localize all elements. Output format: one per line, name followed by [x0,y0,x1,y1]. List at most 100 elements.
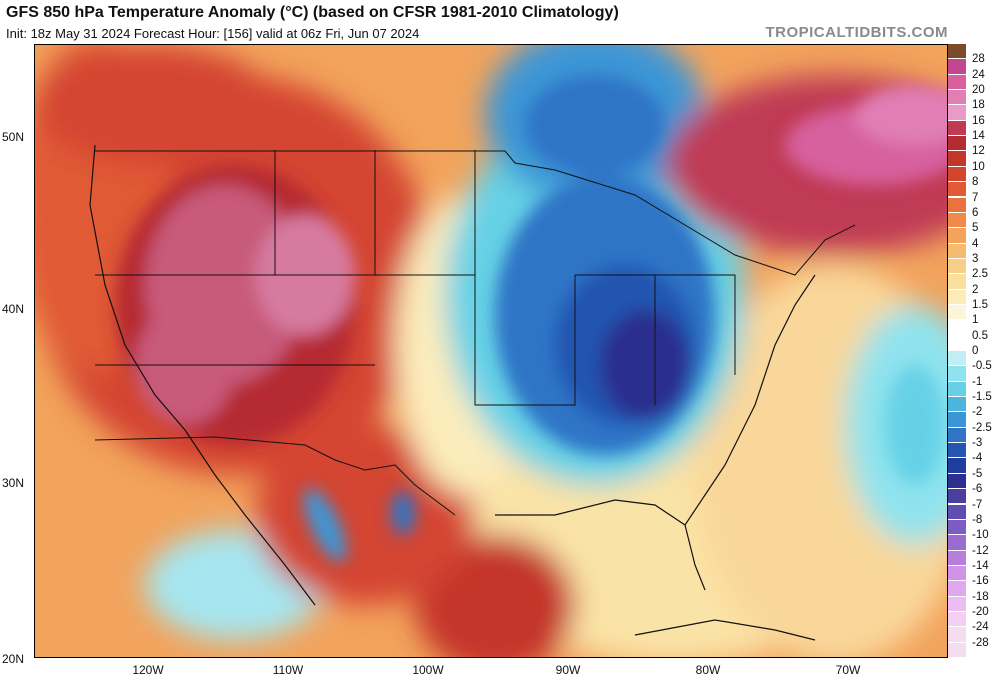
colorbar-cell [948,90,966,106]
colorbar-label: 2 [972,283,979,296]
cool-spot-mexico-west [303,488,347,562]
lon-label-70w: 70W [835,663,861,677]
colorbar-label: -14 [972,559,989,572]
lat-label-20n: 20N [2,652,25,666]
colorbar-cell [948,274,966,290]
colorbar-label: 10 [972,160,985,173]
east-coast [684,274,816,526]
colorbar-label: -24 [972,621,989,634]
cool-spot-mexico-east [391,491,415,535]
colorbar-cell [948,397,966,413]
colorbar-cell [948,320,966,336]
colorbar-label: 7 [972,191,979,204]
map-title: GFS 850 hPa Temperature Anomaly (°C) (ba… [6,4,619,21]
colorbar-cell [948,627,966,643]
colorbar-label: 0 [972,345,979,357]
lon-label-90w: 90W [555,663,581,677]
colorbar-label: -18 [972,590,989,603]
lon-label-110w: 110W [272,663,304,677]
gulf-coast [495,499,706,591]
us-canada-border [95,150,856,276]
lon-label-100w: 100W [412,663,444,677]
colorbar-label: -3 [972,437,983,450]
colorbar-cell [948,136,966,152]
colorbar-legend: 28 24 20 18 16 14 12 10 8 7 6 5 4 3 2.5 2 1.5 1 0.5 0 -0.5 -1… [948,44,1000,658]
colorbar-label: -7 [972,498,983,511]
colorbar-cell [948,611,966,628]
colorbar-label: 2.5 [972,268,988,281]
colorbar-cell [948,581,966,597]
colorbar-cell [948,489,966,505]
lon-label-120w: 120W [132,663,164,677]
colorbar-cell [948,258,966,275]
us-mexico-border [94,436,456,516]
colorbar-cell [948,166,966,183]
colorbar-label: -5 [972,467,983,480]
colorbar-label: -2.5 [972,421,992,434]
west-coast [89,144,316,606]
warm-anomaly-mexico [255,425,475,605]
colorbar-label: -16 [972,575,989,588]
colorbar-cell [948,120,966,137]
anomaly-map [34,44,948,658]
colorbar-cell [948,151,966,167]
colorbar-cell [948,335,966,351]
colorbar-label: 12 [972,145,985,158]
colorbar-cell [948,212,966,229]
colorbar-label: -0.5 [972,360,992,373]
colorbar-cell [948,458,966,474]
colorbar-cell [948,74,966,91]
colorbar-label: -12 [972,544,989,557]
colorbar-cell [948,105,966,121]
colorbar-cell [948,550,966,566]
colorbar-cell [948,535,966,551]
colorbar-label: 6 [972,206,979,219]
colorbar-label: 1 [972,314,979,327]
colorbar-cell [948,366,966,382]
colorbar-label: 3 [972,252,979,265]
colorbar-cell [948,59,966,75]
colorbar-cell [948,351,966,367]
colorbar-label: -1.5 [972,391,992,404]
colorbar-cell [948,473,966,490]
colorbar-label: 16 [972,114,985,127]
colorbar-label: -1 [972,375,983,388]
lat-label-50n: 50N [2,130,25,144]
state-borders [95,150,576,406]
forecast-valid-info: Init: 18z May 31 2024 Forecast Hour: [15… [6,26,420,41]
colorbar-cell [948,304,966,321]
lat-label-30n: 30N [2,476,25,490]
colorbar-label: 0.5 [972,329,988,342]
lat-label-40n: 40N [2,302,25,316]
colorbar-cell [948,289,966,305]
colorbar-cell [948,427,966,444]
colorbar-cell [948,504,966,520]
colorbar-label: 20 [972,84,985,97]
colorbar-label: 18 [972,99,985,112]
colorbar-label: 8 [972,176,979,189]
colorbar-label: 28 [972,53,985,66]
colorbar-cell [948,197,966,213]
colorbar-cell [948,519,966,536]
colorbar-cell [948,443,966,459]
colorbar-cell [948,642,966,658]
brand-watermark: TROPICALTIDBITS.COM [765,24,948,41]
colorbar-cell [948,381,966,398]
colorbar-label: 1.5 [972,298,988,311]
colorbar-label: -8 [972,513,983,526]
colorbar-cell [948,412,966,428]
colorbar-cell [948,565,966,582]
colorbar-label: 4 [972,237,979,250]
colorbar-cell [948,228,966,244]
political-borders [94,150,856,516]
colorbar-cell [948,243,966,259]
colorbar-cell [948,44,966,60]
colorbar-label: -4 [972,452,983,465]
colorbar-label: -2 [972,406,983,419]
colorbar-label: -20 [972,605,989,618]
lon-label-80w: 80W [695,663,721,677]
colorbar-label: -10 [972,529,989,542]
caribbean-islands [634,619,816,641]
colorbar-cell [948,596,966,612]
coastlines [89,144,816,641]
